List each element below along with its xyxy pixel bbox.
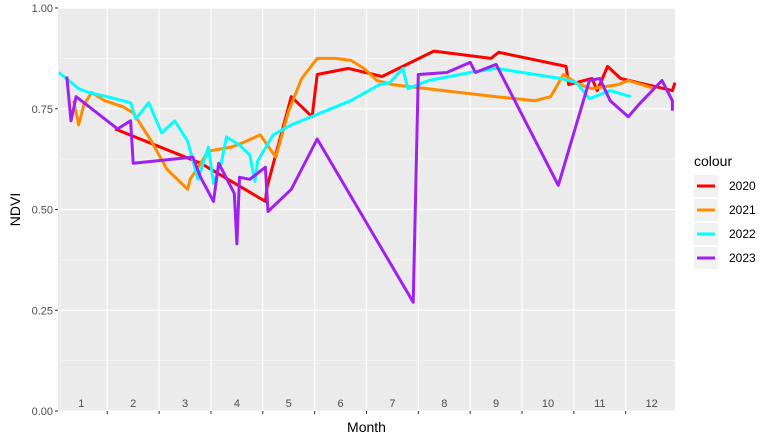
major-gridlines	[58, 7, 675, 412]
month-label: 4	[234, 398, 240, 410]
series-line-2021	[72, 56, 655, 191]
y-tick-labels: 0.00 0.25 0.50 0.75 1.00	[32, 3, 53, 418]
y-axis-title: NDVI	[7, 193, 23, 226]
y-tick-label: 1.00	[32, 3, 53, 15]
month-label: 10	[542, 398, 554, 410]
legend: colour 2020 2021 2022 2023	[694, 153, 756, 269]
legend-label-2020: 2020	[729, 179, 756, 193]
y-tick-label: 0.75	[32, 104, 53, 116]
legend-label-2022: 2022	[729, 227, 756, 241]
month-label: 8	[441, 398, 447, 410]
legend-items: 2020 2021 2022 2023	[694, 175, 756, 269]
month-label: 11	[594, 398, 605, 410]
month-label: 7	[389, 398, 395, 410]
y-tick-label: 0.00	[32, 406, 53, 418]
y-tick-label: 0.50	[32, 205, 53, 217]
legend-title: colour	[694, 153, 732, 169]
month-labels: 1 2 3 4 5 6 7 8 9 10 11 12	[78, 398, 658, 410]
axis-ticks	[55, 7, 627, 414]
month-label: 1	[78, 398, 84, 410]
series-line-2023	[65, 60, 674, 304]
y-tick-label: 0.25	[32, 305, 53, 317]
month-label: 6	[338, 398, 344, 410]
month-label: 9	[493, 398, 499, 410]
legend-label-2023: 2023	[729, 251, 756, 265]
month-label: 3	[182, 398, 188, 410]
month-label: 5	[286, 398, 292, 410]
x-axis-title: Month	[347, 419, 386, 435]
month-label: 12	[646, 398, 658, 410]
series-line-2020	[114, 49, 677, 203]
series-lines	[58, 49, 677, 304]
legend-label-2021: 2021	[729, 203, 756, 217]
month-label: 2	[130, 398, 136, 410]
